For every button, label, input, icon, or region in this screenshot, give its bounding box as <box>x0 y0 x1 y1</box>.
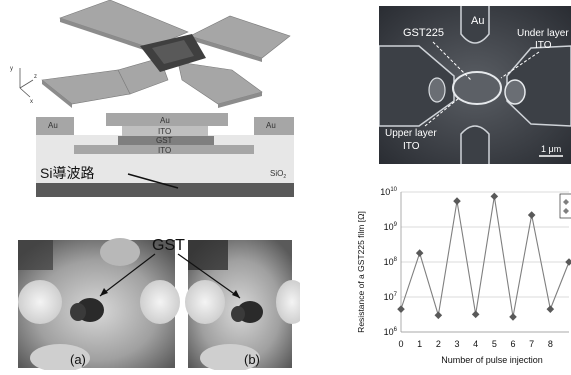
chart-x-ticks: 0 1 2 3 4 5 6 7 8 <box>398 339 552 349</box>
data-point <box>490 192 499 201</box>
data-point <box>434 311 443 320</box>
chart-legend <box>559 193 571 219</box>
y-tick-label: 106 <box>384 327 398 337</box>
sem-under-layer-label: Under layer <box>517 28 569 39</box>
y-tick-label: 107 <box>384 292 398 302</box>
y-tick-label: 109 <box>384 222 398 232</box>
legend-marker-1 <box>563 199 569 205</box>
data-point <box>546 305 555 313</box>
legend-marker-2 <box>563 208 569 214</box>
chart-x-axis-label: Number of pulse injection <box>441 355 543 365</box>
data-point <box>509 313 517 321</box>
x-tick-label: 4 <box>473 339 478 349</box>
micrograph-label-a: (a) <box>70 352 86 367</box>
waveguide-pointer <box>127 173 179 189</box>
micrograph-b: (b) <box>185 240 308 372</box>
x-tick-label: 0 <box>398 339 403 349</box>
gst-pointer-b <box>177 253 241 299</box>
data-point <box>453 197 461 205</box>
gst-layer-label: GST <box>156 136 173 145</box>
series-line <box>400 196 570 318</box>
data-point <box>471 310 480 319</box>
chart-grid <box>400 191 569 333</box>
sem-scale-label: 1 μm <box>541 144 561 154</box>
micrograph-label-b: (b) <box>244 352 260 367</box>
oxide-label: SiO2 <box>270 169 286 180</box>
au-center-label: Au <box>160 116 170 125</box>
au-right-label: Au <box>266 121 276 130</box>
resistance-chart: 106 107 108 109 1010 0 1 2 3 4 5 6 7 8 Resistance of… <box>356 187 571 365</box>
ito-bottom-label: ITO <box>158 146 171 155</box>
x-tick-label: 5 <box>492 339 497 349</box>
optical-micrograph-panel: (a) (b) GST <box>0 230 308 372</box>
x-tick-label: 6 <box>510 339 515 349</box>
x-tick-label: 7 <box>529 339 534 349</box>
sem-micrograph: Au GST225 Under layer ITO Upper layer IT… <box>378 6 571 164</box>
device-3d-view <box>41 0 291 108</box>
data-point <box>527 211 536 219</box>
chart-y-ticks: 106 107 108 109 1010 <box>380 187 397 337</box>
gst-pointer-a <box>99 253 156 297</box>
gst-callout-label: GST <box>152 237 185 254</box>
sem-upper-layer-label: Upper layer <box>385 128 437 139</box>
axis-z-label: z <box>34 74 37 80</box>
sem-au-label: Au <box>471 15 484 27</box>
y-tick-label: 108 <box>384 257 398 267</box>
resistance-chart-panel: 106 107 108 109 1010 0 1 2 3 4 5 6 7 8 Resistance of… <box>352 180 571 370</box>
sem-under-layer-ito-label: ITO <box>535 40 552 51</box>
data-point <box>397 305 405 313</box>
waveguide-label: Si導波路 <box>40 165 94 181</box>
micrograph-a: (a) <box>18 238 180 372</box>
sem-image-panel: Au GST225 Under layer ITO Upper layer IT… <box>378 6 571 164</box>
device-schematic-panel: y z x Au Au Au ITO GST ITO Si導波路 SiO2 <box>0 0 305 205</box>
x-tick-label: 3 <box>454 339 459 349</box>
x-tick-label: 2 <box>436 339 441 349</box>
axis-x-label: x <box>30 99 33 105</box>
optical-micrographs: (a) (b) GST <box>18 237 308 372</box>
coordinate-axes: y z x <box>10 66 37 105</box>
x-tick-label: 1 <box>417 339 422 349</box>
chart-series <box>397 192 571 321</box>
ito-top-label: ITO <box>158 127 171 136</box>
legend-box <box>559 193 571 219</box>
au-left-label: Au <box>48 121 58 130</box>
chart-y-axis-label: Resistance of a GST225 film [Ω] <box>356 211 366 333</box>
x-tick-label: 8 <box>548 339 553 349</box>
data-point <box>565 258 571 266</box>
device-schematic-figure: y z x Au Au Au ITO GST ITO Si導波路 SiO2 <box>10 0 294 197</box>
y-tick-label: 1010 <box>380 187 397 197</box>
cross-section: Au Au Au ITO GST ITO Si導波路 SiO2 <box>36 113 294 197</box>
data-point <box>415 249 424 257</box>
sem-upper-layer-ito-label: ITO <box>403 141 420 152</box>
axis-y-label: y <box>10 66 13 72</box>
sem-gst225-label: GST225 <box>403 27 444 39</box>
